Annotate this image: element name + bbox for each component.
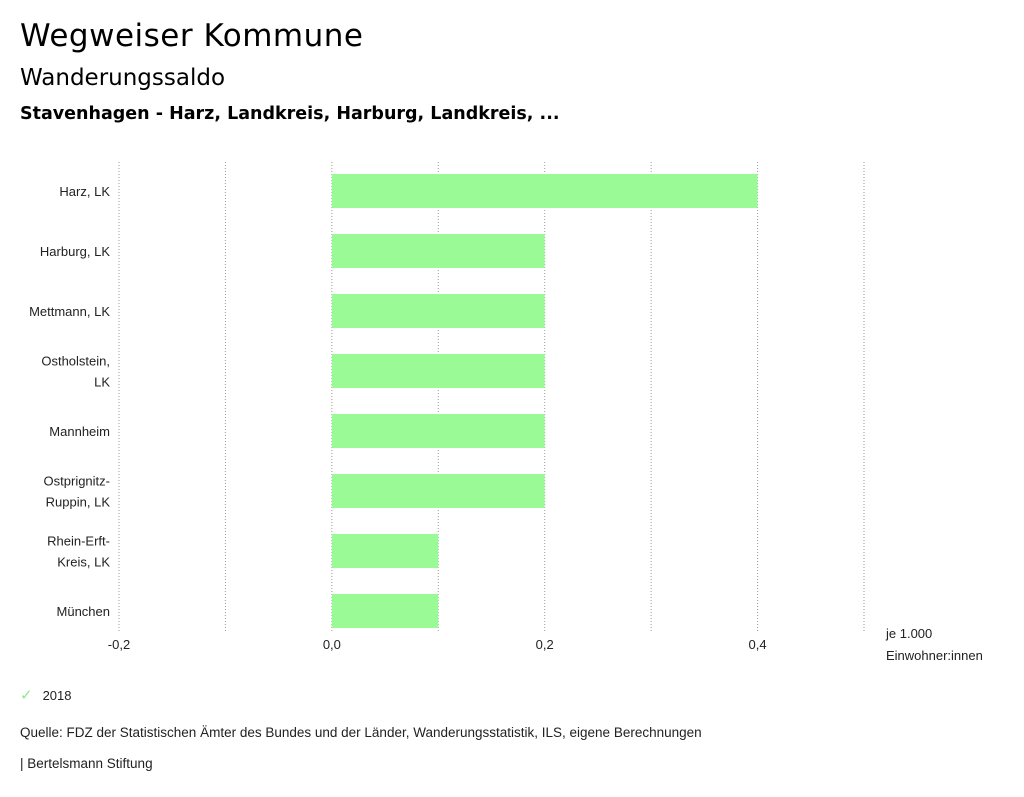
category-label: Ostholstein, [41, 354, 110, 369]
bar [331, 354, 545, 388]
tick-label: 0,4 [749, 637, 767, 652]
category-label: Kreis, LK [57, 555, 110, 570]
bar [331, 174, 758, 208]
selection-summary: Stavenhagen - Harz, Landkreis, Harburg, … [20, 104, 560, 124]
x-axis-ticks: -0,2 0,0 0,2 0,4 [108, 637, 767, 652]
tick-label: -0,2 [108, 637, 130, 652]
bar [331, 474, 545, 508]
category-label: Harburg, LK [40, 244, 110, 259]
category-labels: Harz, LK Harburg, LK Mettmann, LK Ostholste… [29, 184, 110, 619]
category-label: Mettmann, LK [29, 304, 110, 319]
brand-note: | Bertelsmann Stiftung [20, 756, 153, 771]
category-label: München [57, 604, 110, 619]
tick-label: 0,0 [323, 637, 341, 652]
bar-layer [331, 174, 758, 628]
legend-label: 2018 [42, 687, 72, 703]
category-label: Harz, LK [59, 184, 110, 199]
bar [331, 234, 545, 268]
unit-label-line: Einwohner:innen [886, 648, 983, 663]
grid-layer [118, 162, 865, 632]
unit-label-line: je 1.000 [885, 626, 932, 641]
bar [331, 534, 439, 568]
check-icon: ✓ [20, 687, 33, 704]
page-title: Wegweiser Kommune [20, 18, 364, 54]
bar [331, 594, 439, 628]
bar [331, 294, 545, 328]
bar-chart: Harz, LK Harburg, LK Mettmann, LK Ostholste… [29, 162, 983, 663]
category-label: Ostprignitz- [44, 474, 110, 489]
category-label: Mannheim [49, 424, 110, 439]
bar [331, 414, 545, 448]
category-label: LK [94, 375, 110, 390]
category-label: Ruppin, LK [46, 495, 111, 510]
source-note: Quelle: FDZ der Statistischen Ämter des … [20, 725, 702, 740]
category-label: Rhein-Erft- [47, 534, 110, 549]
unit-label: je 1.000 Einwohner:innen [885, 626, 983, 663]
legend[interactable]: ✓ 2018 [20, 686, 72, 704]
tick-label: 0,2 [536, 637, 554, 652]
chart-subtitle: Wanderungssaldo [20, 65, 226, 91]
